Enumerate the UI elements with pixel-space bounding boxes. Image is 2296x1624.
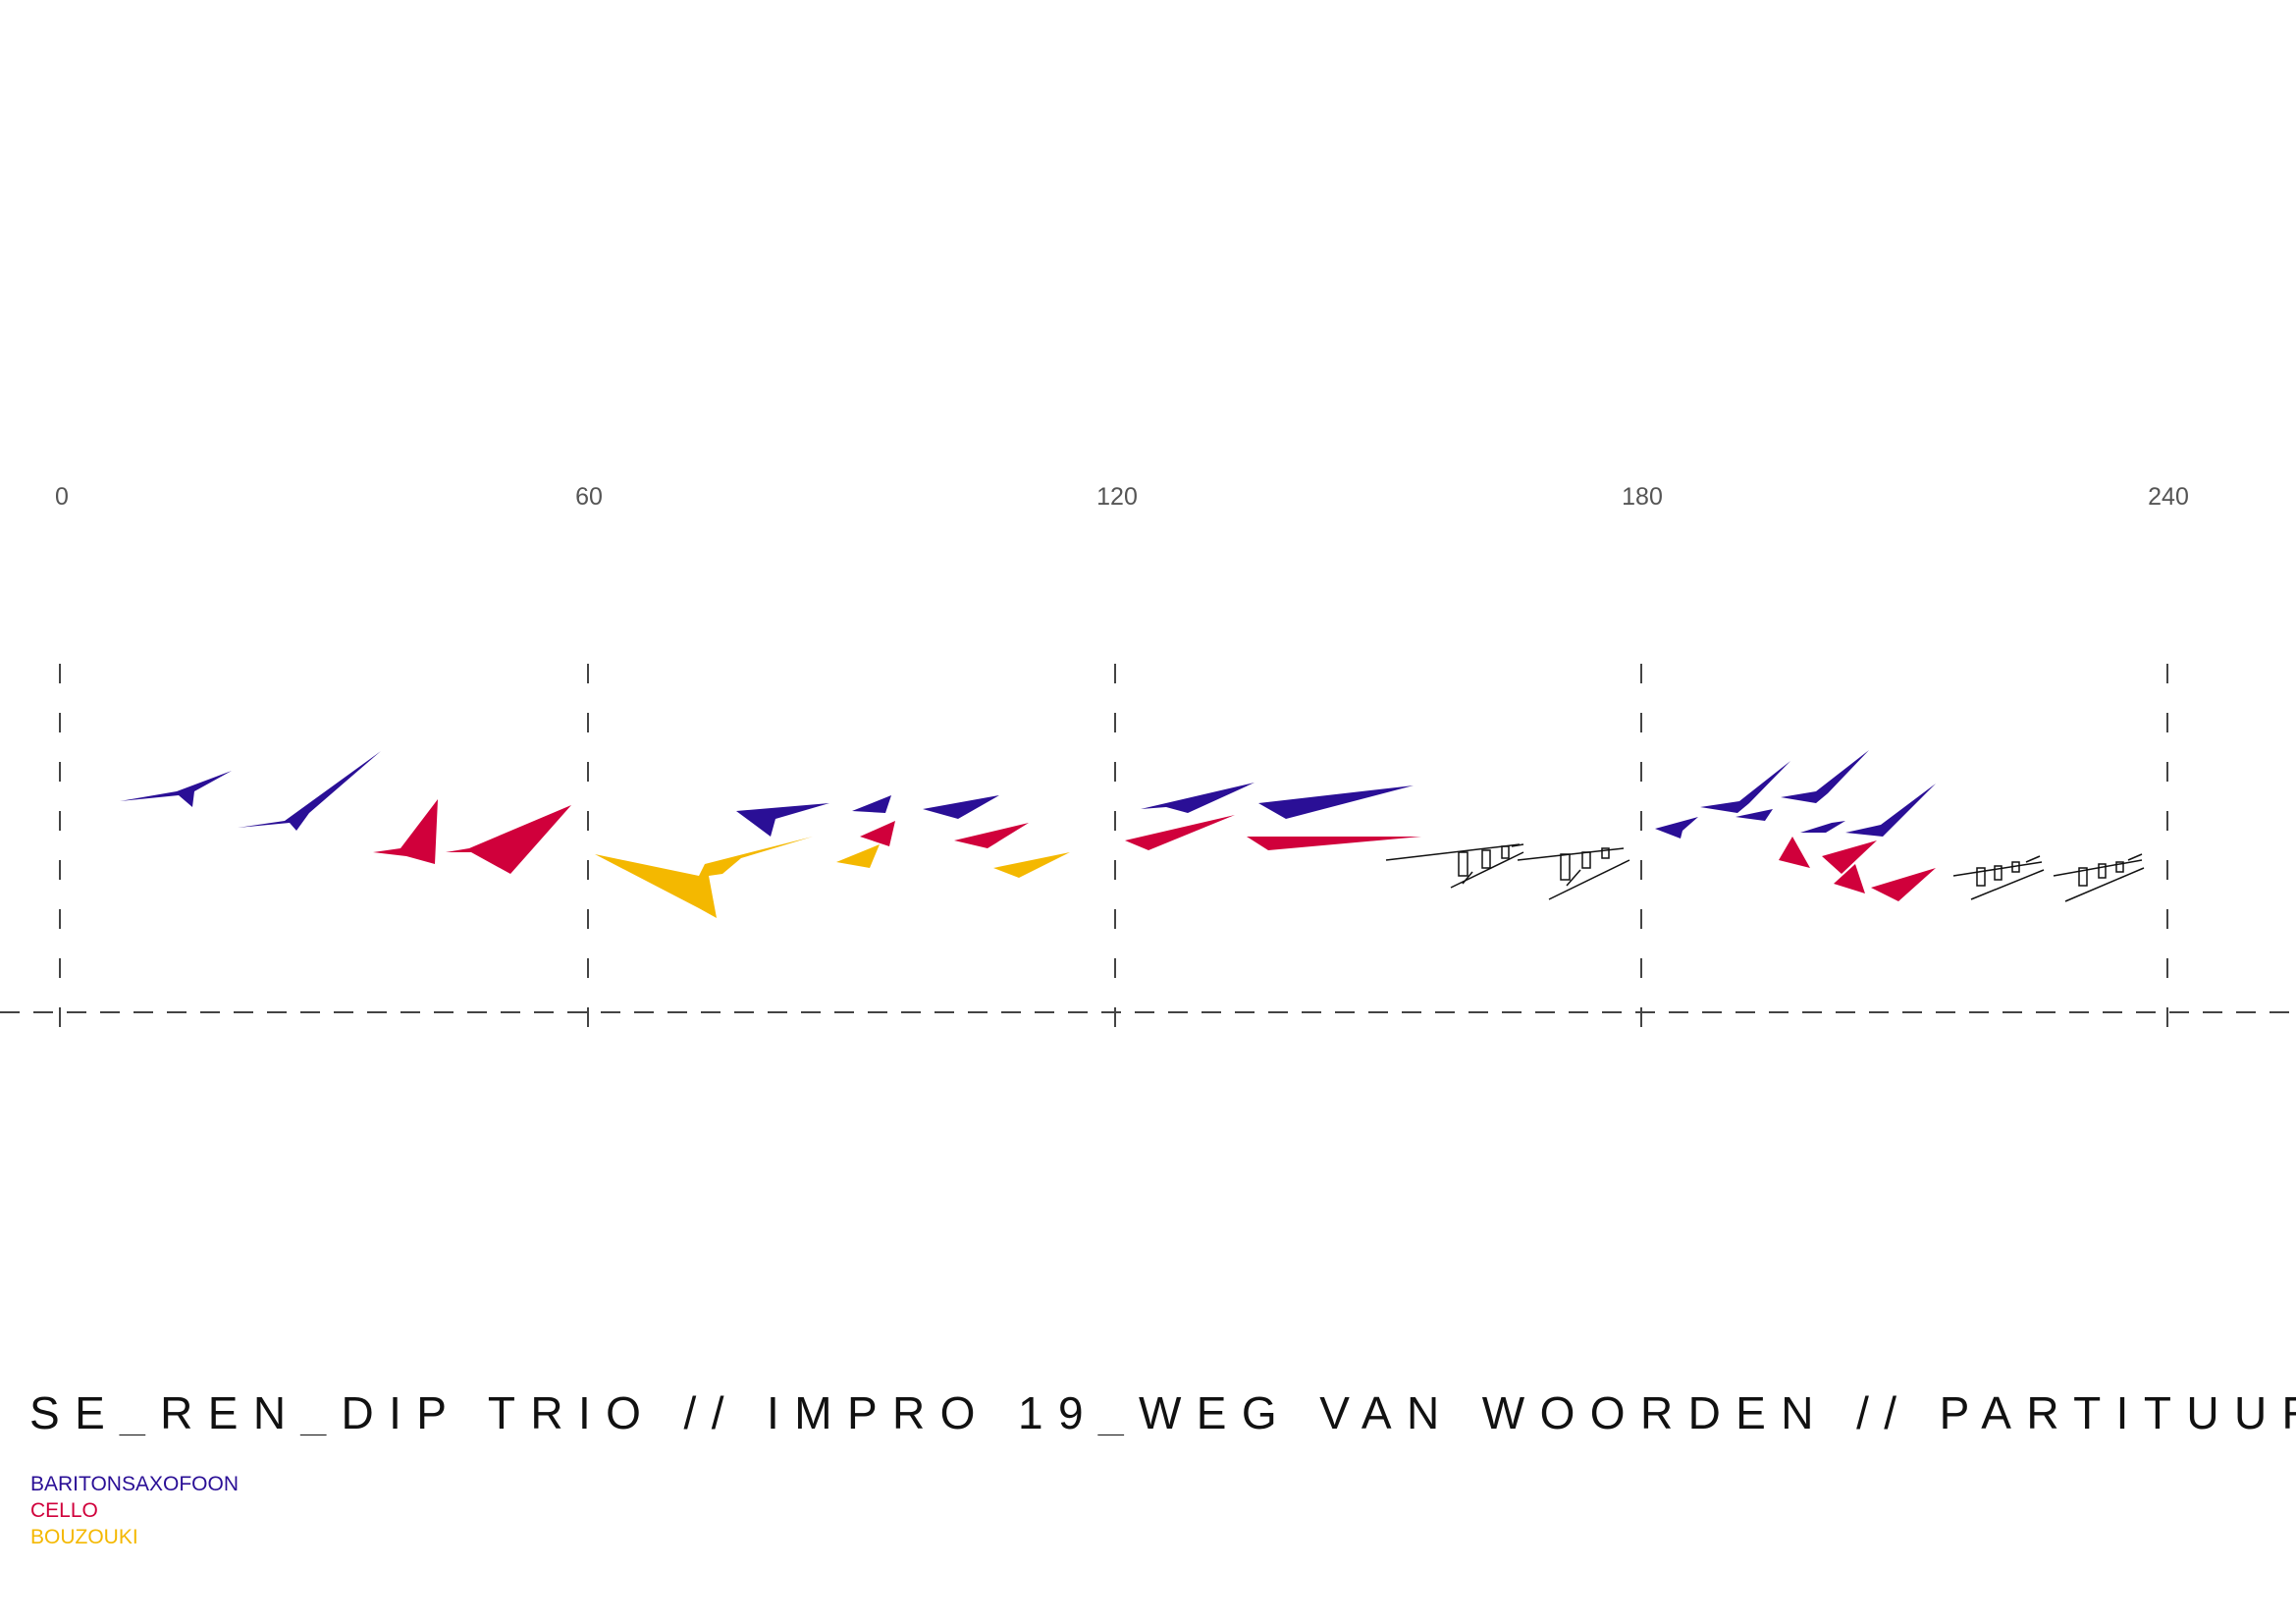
legend-item-baritonsaxofoon: BARITONSAXOFOON (30, 1473, 239, 1495)
cello-gesture-4 (954, 823, 1029, 848)
baritonsaxofoon-gestures (120, 750, 1936, 839)
sax-gesture-10 (1735, 809, 1773, 821)
cello-gesture-2 (446, 805, 571, 874)
cello-gesture-6 (1247, 837, 1421, 850)
sax-gesture-8 (1655, 817, 1698, 839)
score-title: SE_REN_DIP TRIO // IMPRO 19_WEG VAN WOOR… (29, 1390, 2296, 1435)
sax-gesture-5 (923, 795, 999, 819)
cello-gesture-3 (860, 821, 895, 846)
cello-gesture-9 (1834, 864, 1865, 893)
bouzouki-gestures (595, 837, 1070, 918)
sax-gesture-11 (1781, 750, 1869, 803)
sketch-group-1 (1385, 843, 1524, 889)
tick-label-240: 240 (2148, 483, 2189, 511)
sax-gesture-4 (852, 795, 891, 813)
sax-gesture-13 (1845, 784, 1936, 837)
sax-gesture-2 (238, 751, 381, 831)
instrument-legend: BARITONSAXOFOON CELLO BOUZOUKI (30, 1471, 239, 1550)
cello-gesture-1 (373, 799, 438, 864)
cello-gesture-8 (1822, 840, 1877, 874)
sketch-group-3 (1952, 855, 2045, 900)
tick-label-120: 120 (1096, 483, 1138, 511)
sax-gesture-1 (120, 771, 232, 807)
tick-label-60: 60 (575, 483, 603, 511)
legend-item-cello: CELLO (30, 1499, 98, 1522)
bouzouki-gesture-1 (595, 837, 813, 918)
cello-gesture-5 (1125, 815, 1235, 850)
bouzouki-gesture-2 (836, 844, 880, 868)
sax-gesture-12 (1800, 821, 1845, 833)
percussive-sketches (1385, 843, 2145, 902)
bouzouki-gesture-3 (993, 852, 1070, 878)
cello-gesture-10 (1871, 868, 1936, 901)
sax-gesture-9 (1700, 761, 1790, 813)
sax-gesture-3 (736, 803, 829, 837)
tick-label-180: 180 (1622, 483, 1663, 511)
sketch-group-2 (1517, 847, 1630, 900)
tick-label-0: 0 (55, 483, 69, 511)
sax-gesture-6 (1141, 783, 1255, 813)
sax-gesture-7 (1258, 785, 1414, 819)
cello-gestures (373, 799, 1936, 901)
cello-gesture-7 (1779, 837, 1810, 868)
legend-item-bouzouki: BOUZOUKI (30, 1526, 138, 1548)
sketch-group-4 (2053, 853, 2145, 902)
time-markers (59, 664, 2168, 1051)
